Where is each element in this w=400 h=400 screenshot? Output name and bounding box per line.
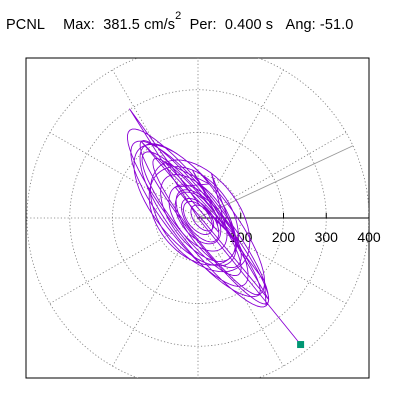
grid-spoke-210 (49, 217, 199, 304)
grid-spoke-330 (197, 217, 347, 304)
radial-tick-label-300: 300 (315, 229, 339, 245)
peak-marker (297, 341, 305, 349)
radial-tick-label-400: 400 (357, 229, 381, 245)
period-value: 0.400 s (224, 16, 274, 33)
grid-spoke-240 (112, 217, 199, 367)
radial-tick-label-200: 200 (272, 229, 296, 245)
angle-label: Ang: (285, 16, 316, 33)
orbit-path (127, 108, 301, 345)
period-label: Per: (189, 16, 217, 33)
max-value: 381.5 (103, 16, 140, 33)
max-unit: cm/s (144, 16, 176, 33)
chart-title: PCNL Max: 381.5 cm/s2 Per: 0.400 s Ang: -… (6, 10, 354, 33)
grid-spoke-300 (197, 217, 284, 367)
angle-value: -51.0 (319, 16, 354, 33)
grid-spoke-30 (197, 132, 347, 219)
grid-spoke-60 (197, 69, 284, 219)
grid-spoke-150 (49, 132, 199, 219)
orbit-trace (127, 108, 301, 345)
max-label: Max: (63, 16, 95, 33)
station-code: PCNL (6, 16, 46, 33)
max-unit-exponent: 2 (175, 10, 182, 22)
peak-marker-group (297, 341, 305, 349)
